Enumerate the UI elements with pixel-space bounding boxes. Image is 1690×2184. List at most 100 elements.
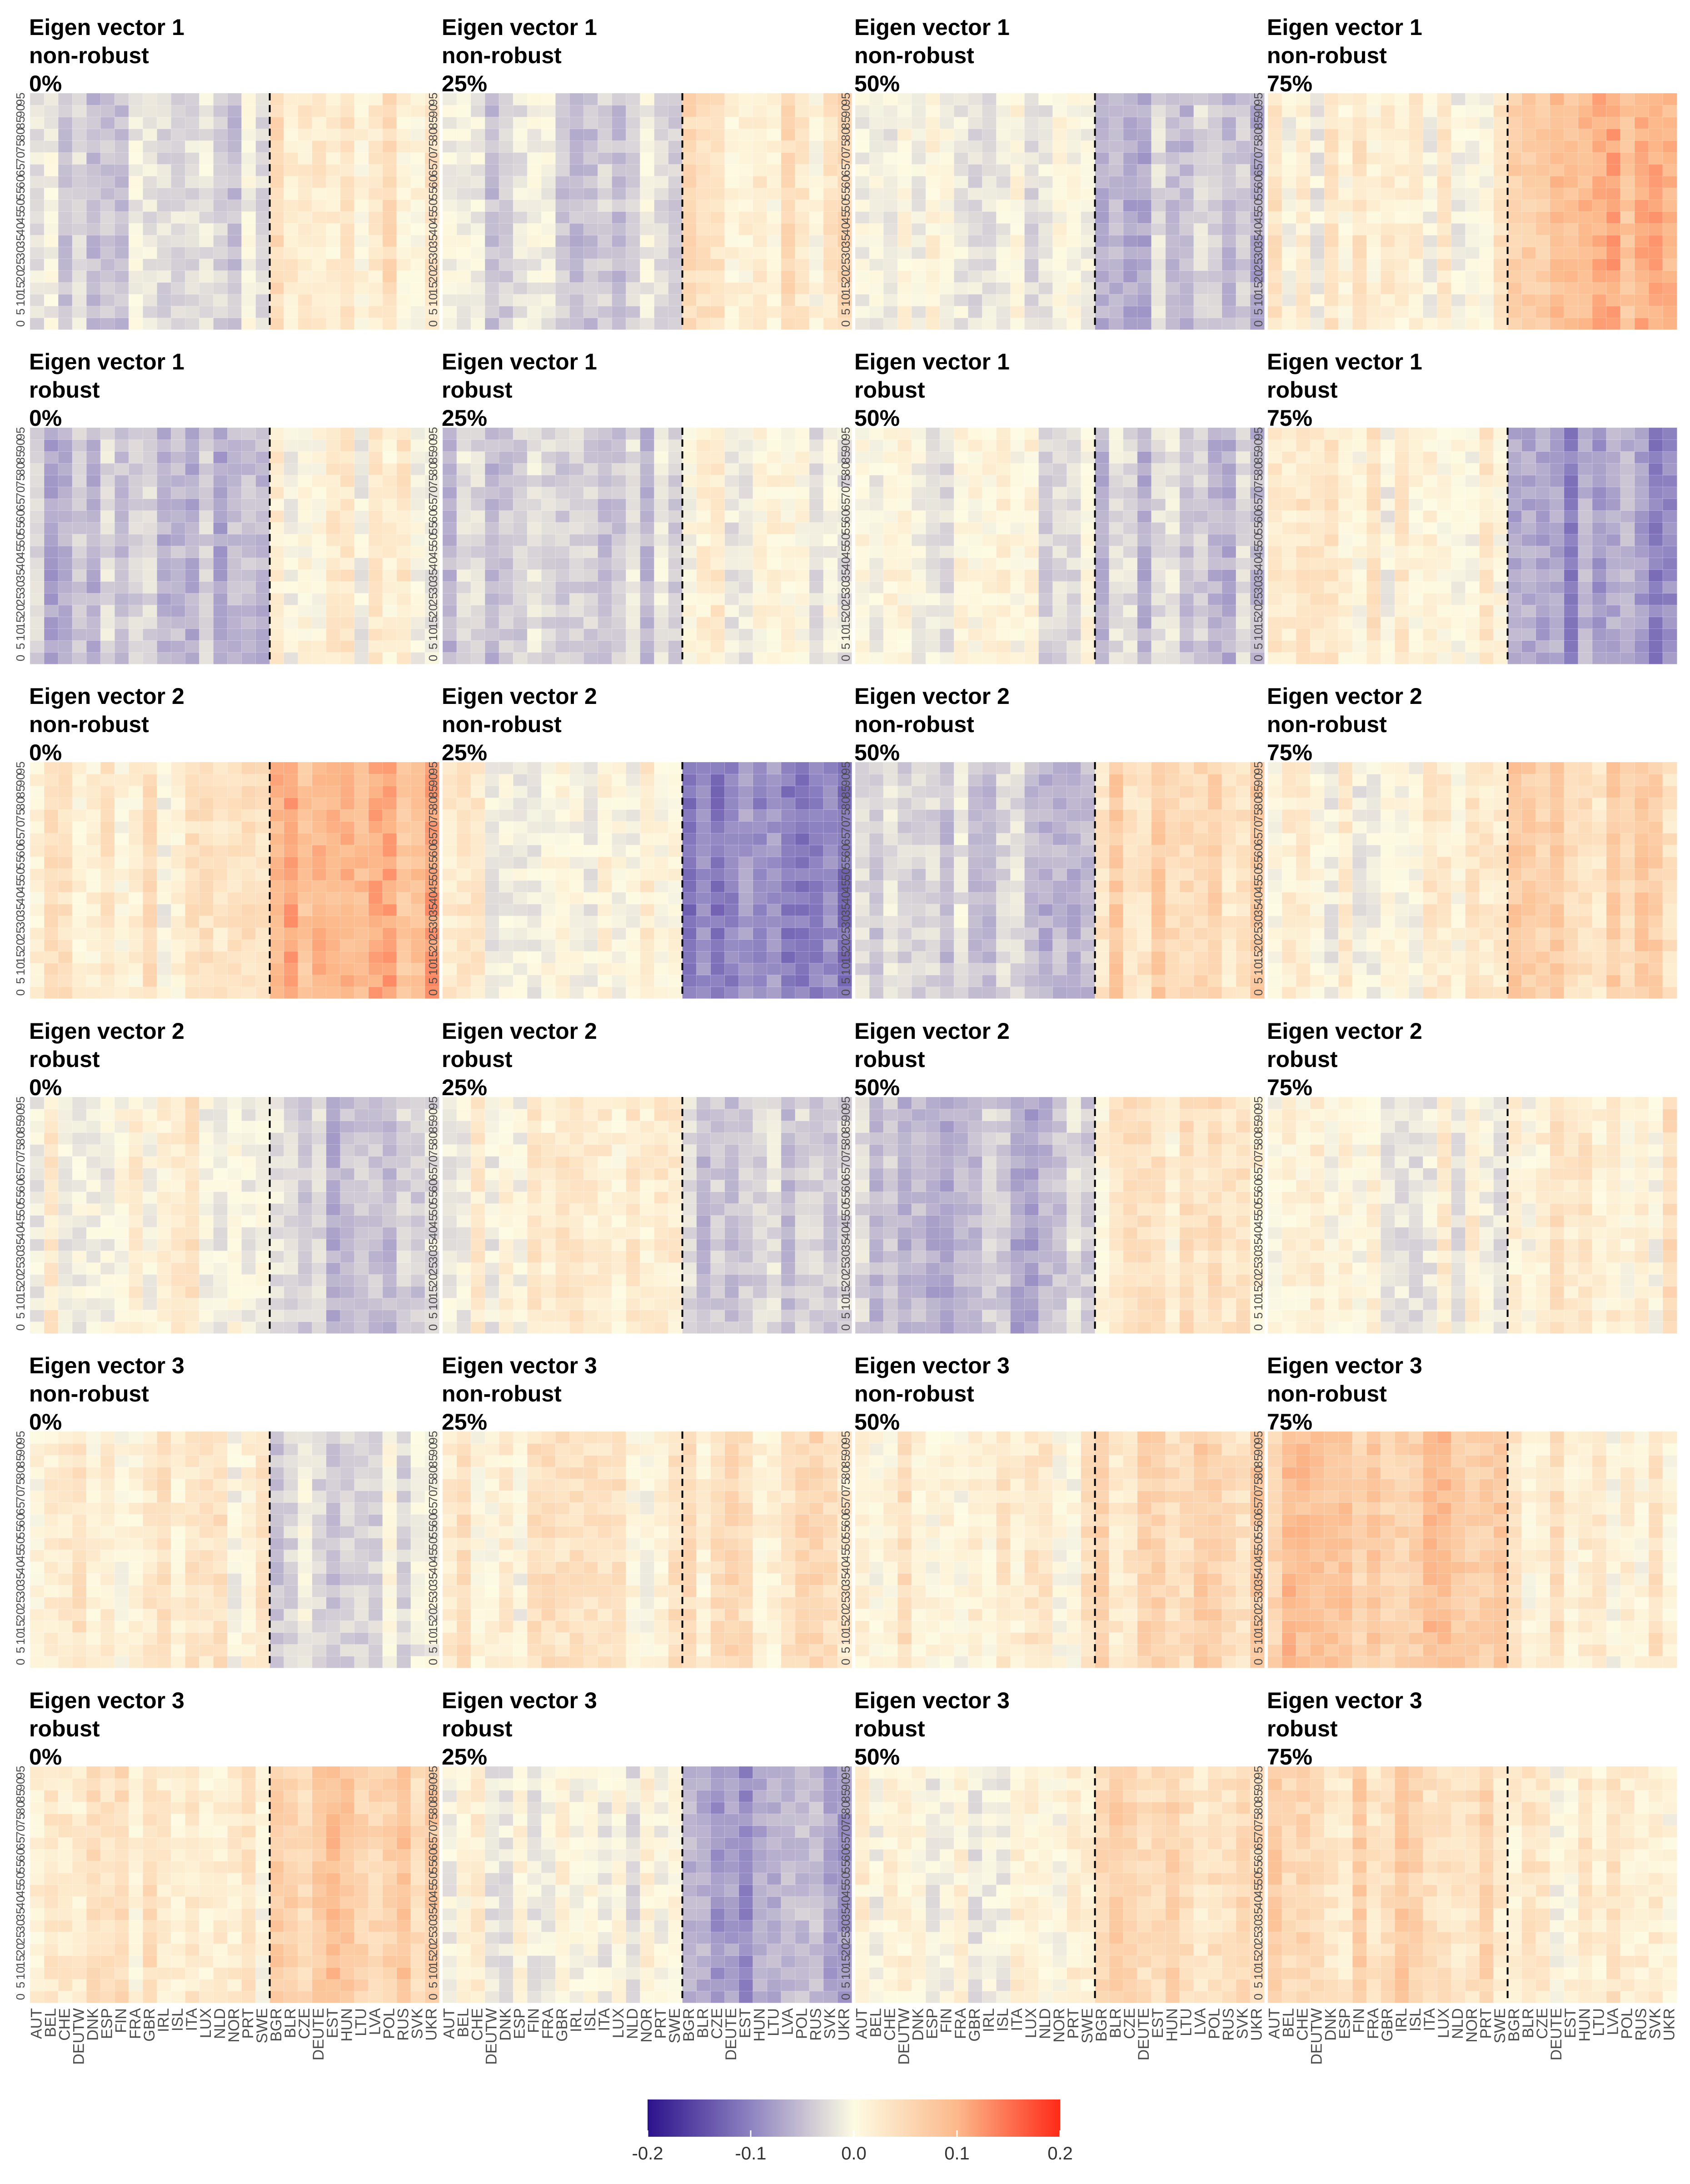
heatmap-cell — [1010, 270, 1025, 283]
heatmap-cell — [410, 234, 425, 248]
heatmap-cell — [1067, 105, 1082, 118]
heatmap-cell — [724, 545, 739, 558]
heatmap-cell — [326, 463, 341, 476]
heatmap-cell — [1081, 152, 1096, 165]
heatmap-cell — [1067, 128, 1082, 141]
heatmap-cell — [269, 234, 284, 248]
heatmap-cell — [1081, 199, 1096, 212]
heatmap-cell — [569, 164, 584, 177]
heatmap-cell — [597, 640, 613, 653]
heatmap-cell — [1067, 510, 1082, 523]
heatmap-cell — [1507, 604, 1522, 618]
heatmap-cell — [156, 616, 172, 629]
heatmap-cell — [654, 545, 669, 558]
heatmap-cell — [541, 223, 556, 236]
heatmap-cell — [1564, 116, 1579, 130]
heatmap-cell — [939, 545, 955, 558]
heatmap-cell — [156, 187, 172, 200]
heatmap-cell — [555, 498, 570, 511]
heatmap-cell — [114, 474, 130, 488]
heatmap-cell — [1052, 640, 1067, 653]
heatmap-cell — [1465, 175, 1480, 189]
heatmap-cell — [1592, 604, 1607, 618]
heatmap-cell — [612, 223, 627, 236]
heatmap-cell — [1123, 534, 1138, 547]
heatmap-cell — [513, 604, 528, 618]
heatmap-cell — [1267, 140, 1283, 153]
heatmap-cell — [312, 234, 327, 248]
heatmap-cell — [1366, 616, 1381, 629]
heatmap-cell — [1296, 439, 1311, 452]
y-tick-label: 5 — [1251, 643, 1265, 649]
heatmap-cell — [823, 522, 838, 535]
heatmap-cell — [953, 604, 969, 618]
heatmap-cell — [1550, 152, 1565, 165]
heatmap-cell — [1465, 282, 1480, 295]
heatmap-cell — [626, 451, 641, 464]
heatmap-cell — [1422, 451, 1438, 464]
heatmap-cell — [1067, 498, 1082, 511]
heatmap-cell — [142, 93, 158, 106]
heatmap-cell — [1250, 152, 1265, 165]
heatmap-cell — [1081, 557, 1096, 570]
heatmap-cell — [996, 211, 1011, 224]
heatmap-cell — [1137, 164, 1152, 177]
heatmap-cell — [368, 128, 383, 141]
heatmap-cell — [1521, 474, 1536, 488]
heatmap-cell — [696, 581, 711, 594]
heatmap-cell — [1324, 593, 1339, 606]
heatmap-cell — [837, 140, 852, 153]
heatmap-cell — [1564, 510, 1579, 523]
heatmap-cell — [1081, 93, 1096, 106]
heatmap-cell — [227, 451, 242, 464]
heatmap-cell — [809, 439, 824, 452]
heatmap-cell — [1550, 282, 1565, 295]
heatmap-cell — [1634, 510, 1649, 523]
heatmap-cell — [753, 593, 768, 606]
heatmap-cell — [170, 640, 186, 653]
heatmap-cell — [86, 797, 101, 810]
heatmap-cell — [382, 616, 397, 629]
heatmap-cell — [583, 187, 598, 200]
heatmap-cell — [340, 258, 355, 271]
heatmap-cell — [1250, 652, 1265, 665]
heatmap-cell — [823, 234, 838, 248]
heatmap-cell — [513, 569, 528, 582]
heatmap-cell — [114, 211, 130, 224]
heatmap-cell — [1479, 427, 1494, 440]
heatmap-cell — [1634, 593, 1649, 606]
heatmap-cell — [1123, 282, 1138, 295]
heatmap-cell — [114, 797, 130, 810]
heatmap-cell — [1437, 534, 1452, 547]
heatmap-cell — [982, 604, 997, 618]
heatmap-cell — [583, 93, 598, 106]
heatmap-cell — [541, 486, 556, 499]
y-tick-label: 65 — [426, 164, 440, 177]
heatmap-cell — [470, 305, 486, 319]
heatmap-cell — [86, 282, 101, 295]
heatmap-cell — [442, 474, 458, 488]
heatmap-cell — [640, 305, 655, 319]
heatmap-cell — [1394, 234, 1410, 248]
heatmap-cell — [72, 892, 87, 905]
heatmap-cell — [883, 164, 898, 177]
heatmap-cell — [1620, 211, 1635, 224]
heatmap-cell — [44, 628, 59, 641]
heatmap-cell — [72, 762, 87, 775]
heatmap-cell — [823, 164, 838, 177]
heatmap-cell — [724, 223, 739, 236]
heatmap-cell — [795, 164, 810, 177]
heatmap-cell — [795, 234, 810, 248]
heatmap-cell — [424, 140, 439, 153]
heatmap-cell — [1606, 463, 1621, 476]
heatmap-cell — [442, 187, 458, 200]
heatmap-cell — [1408, 116, 1424, 130]
heatmap-cell — [1634, 93, 1649, 106]
heatmap-cell — [724, 175, 739, 189]
heatmap-cell — [128, 604, 144, 618]
heatmap-cell — [170, 522, 186, 535]
heatmap-cell — [710, 604, 725, 618]
heatmap-cell — [583, 258, 598, 271]
heatmap-cell — [1038, 140, 1053, 153]
heatmap-cell — [199, 223, 214, 236]
